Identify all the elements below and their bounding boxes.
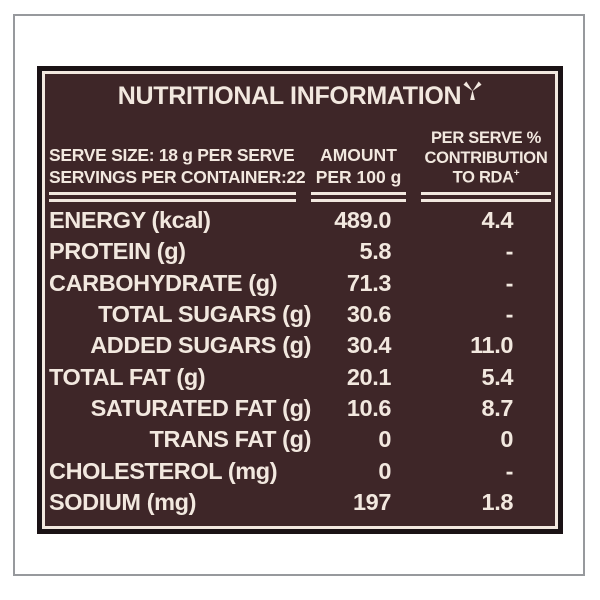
- table-row-trans-fat: TRANS FAT (g) 0 0: [49, 424, 551, 455]
- table-row-added-sugars: ADDED SUGARS (g) 30.4 11.0: [49, 330, 551, 361]
- nutrient-name: CARBOHYDRATE (g): [49, 269, 278, 296]
- amount-per-100g: 20.1: [346, 363, 392, 390]
- nutrient-name: ENERGY (kcal): [49, 207, 211, 234]
- nutrient-name: SATURATED FAT (g): [90, 394, 312, 421]
- nutrient-name: PROTEIN (g): [49, 238, 186, 265]
- rda-footnote-mark: +: [513, 168, 520, 180]
- photo-frame-border: [13, 14, 585, 576]
- rda-percent: 4.4: [481, 207, 514, 234]
- amount-per-100g: 30.4: [346, 332, 392, 359]
- nutrient-name: TOTAL SUGARS (g): [98, 301, 311, 328]
- nutrient-name: ADDED SUGARS (g): [90, 332, 311, 359]
- three-point-star-icon: [463, 80, 482, 100]
- table-row-protein: PROTEIN (g) 5.8 -: [49, 236, 551, 267]
- amount-per-100g: 5.8: [359, 238, 392, 265]
- rda-header-line1: PER SERVE %: [430, 129, 542, 148]
- table-row-saturated-fat: SATURATED FAT (g) 10.6 8.7: [49, 393, 551, 424]
- amount-per-100g: 197: [352, 488, 391, 515]
- amount-per-100g: 30.6: [346, 301, 392, 328]
- divider-segment-labels: [49, 192, 296, 202]
- servings-per-container-text: SERVINGS PER CONTAINER:22: [49, 166, 306, 187]
- nutrient-name: TRANS FAT (g): [149, 426, 312, 453]
- serve-size-text: SERVE SIZE: 18 g PER SERVE: [49, 145, 295, 166]
- rda-percent: -: [505, 269, 514, 296]
- amount-per-100g: 0: [378, 457, 391, 484]
- label-inner-border: NUTRITIONAL INFORMATION SERVE SIZE: 18 g…: [42, 71, 558, 529]
- nutrition-label: NUTRITIONAL INFORMATION SERVE SIZE: 18 g…: [37, 66, 563, 534]
- rda-header-line2: CONTRIBUTION: [424, 148, 548, 167]
- rda-percent: 8.7: [481, 394, 514, 421]
- table-row-total-fat: TOTAL FAT (g) 20.1 5.4: [49, 361, 551, 392]
- divider-segment-amount: [311, 192, 406, 202]
- amount-per-100g: 71.3: [346, 269, 392, 296]
- nutrition-table: ENERGY (kcal) 489.0 4.4 PROTEIN (g) 5.8 …: [49, 205, 551, 518]
- rda-percent: 11.0: [470, 332, 513, 359]
- divider-segment-rda: [421, 192, 551, 202]
- table-row-total-sugars: TOTAL SUGARS (g) 30.6 -: [49, 299, 551, 330]
- rda-percent: -: [505, 238, 514, 265]
- rda-header-line3: TO RDA+: [421, 168, 551, 188]
- label-title: NUTRITIONAL INFORMATION: [117, 81, 462, 110]
- rda-column-header: PER SERVE % CONTRIBUTION TO RDA+: [421, 129, 551, 188]
- nutrient-name: CHOLESTEROL (mg): [49, 457, 278, 484]
- header-divider: [49, 192, 551, 202]
- rda-percent: -: [505, 457, 514, 484]
- label-panel: NUTRITIONAL INFORMATION SERVE SIZE: 18 g…: [45, 74, 555, 526]
- label-title-row: NUTRITIONAL INFORMATION: [49, 74, 551, 118]
- rda-percent: 5.4: [481, 363, 514, 390]
- amount-column-header: AMOUNT PER 100 g: [311, 145, 406, 188]
- serve-size-header: SERVE SIZE: 18 g PER SERVE SERVINGS PER …: [49, 145, 311, 188]
- rda-percent: -: [505, 301, 514, 328]
- nutrient-name: SODIUM (mg): [49, 488, 197, 515]
- rda-header-line3-text: TO RDA: [452, 168, 514, 187]
- nutrient-name: TOTAL FAT (g): [49, 363, 206, 390]
- amount-per-100g: 489.0: [334, 207, 391, 234]
- table-row-sodium: SODIUM (mg) 197 1.8: [49, 487, 551, 518]
- table-row-cholesterol: CHOLESTEROL (mg) 0 -: [49, 455, 551, 486]
- amount-header-line1: AMOUNT: [320, 145, 397, 166]
- table-header: SERVE SIZE: 18 g PER SERVE SERVINGS PER …: [49, 118, 551, 188]
- rda-percent: 1.8: [481, 488, 514, 515]
- rda-percent: 0: [500, 426, 513, 453]
- table-row-carbohydrate: CARBOHYDRATE (g) 71.3 -: [49, 268, 551, 299]
- amount-per-100g: 0: [378, 426, 391, 453]
- amount-per-100g: 10.6: [346, 394, 392, 421]
- table-row-energy: ENERGY (kcal) 489.0 4.4: [49, 205, 551, 236]
- amount-header-line2: PER 100 g: [315, 166, 402, 187]
